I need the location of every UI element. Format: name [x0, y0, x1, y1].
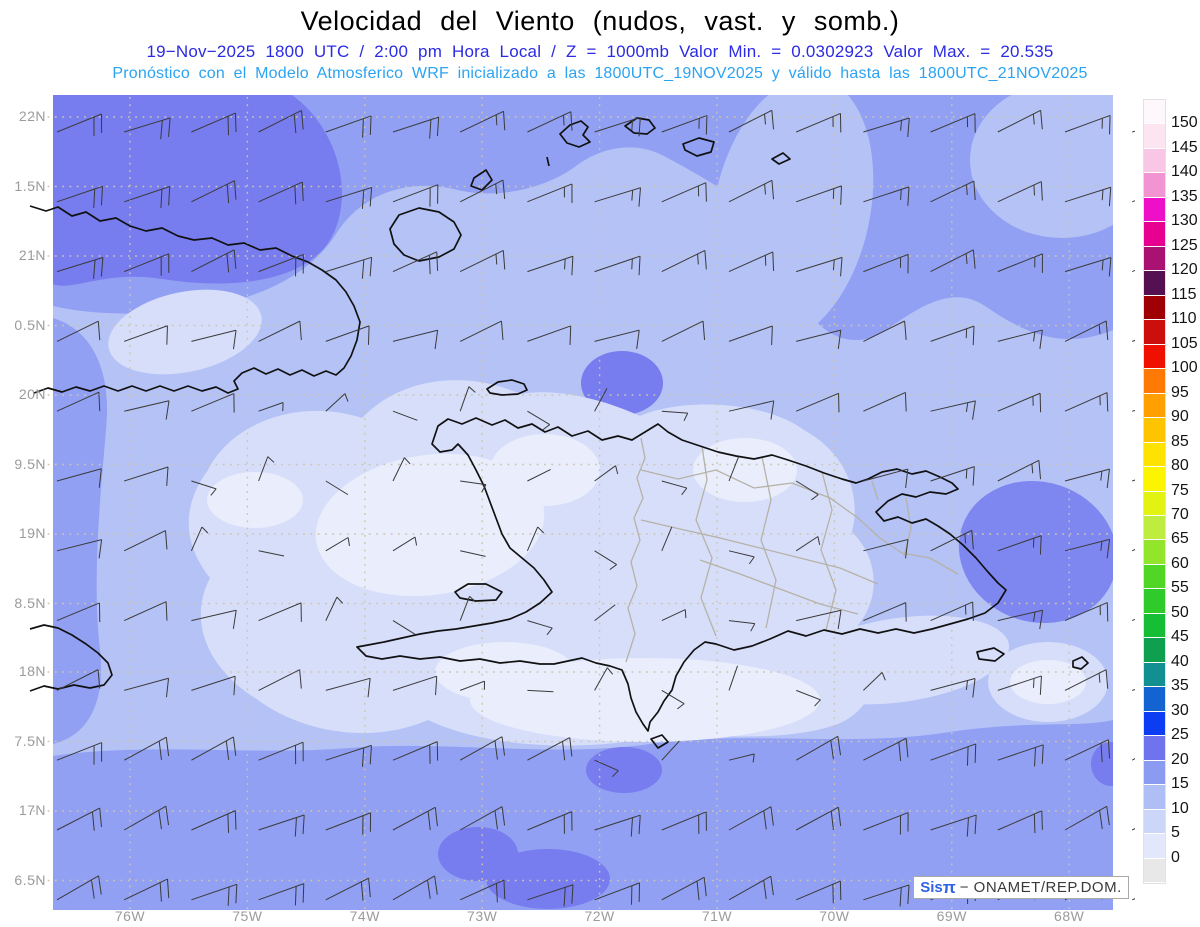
colorbar-cell — [1144, 736, 1165, 760]
subtitle-model: Pronóstico con el Modelo Atmosferico WRF… — [112, 65, 1088, 82]
lon-tick-label: 69W — [936, 908, 967, 924]
lon-tick-label: 73W — [467, 908, 498, 924]
colorbar-cell — [1144, 295, 1165, 320]
lat-tick-label: 22N — [18, 108, 46, 124]
colorbar-tick-label: 105 — [1171, 334, 1198, 352]
colorbar-cell — [1144, 418, 1165, 442]
colorbar-cell — [1144, 809, 1165, 834]
lat-tick-label: 18N — [18, 663, 46, 679]
colorbar-cell — [1144, 613, 1165, 638]
coastline-layer — [29, 117, 1089, 749]
lon-tick-label: 76W — [114, 908, 146, 924]
colorbar-cell — [1144, 222, 1165, 246]
watermark-box: Sis π − ONAMET/REP.DOM. — [913, 876, 1129, 899]
colorbar-cell — [1144, 320, 1165, 344]
lat-tick-label: 17N — [18, 802, 46, 818]
colorbar-cell — [1144, 589, 1165, 613]
colorbar-tick-label: 30 — [1171, 701, 1189, 719]
colorbar-cell — [1144, 271, 1165, 295]
colorbar-tick-label: 130 — [1171, 212, 1198, 230]
colorbar-tick-label: 110 — [1171, 310, 1197, 328]
lon-tick-label: 71W — [701, 908, 733, 924]
shading-layer — [53, 95, 1113, 910]
wind-barbs-layer — [56, 109, 1135, 907]
colorbar-cell — [1144, 834, 1165, 858]
lat-tick-label: 9.5N — [14, 455, 46, 472]
colorbar-tick-label: 70 — [1171, 505, 1189, 523]
colorbar-cell — [1144, 515, 1165, 540]
colorbar-cell — [1144, 564, 1165, 589]
colorbar-tick-label: 0 — [1171, 848, 1180, 866]
lat-tick-label: 7.5N — [14, 732, 46, 749]
page-title: Velocidad del Viento (nudos, vast. y som… — [300, 6, 900, 36]
colorbar-tick-label: 90 — [1171, 408, 1189, 426]
colorbar-tick-label: 115 — [1171, 285, 1197, 303]
lat-tick-label: 8.5N — [14, 594, 46, 611]
colorbar-tick-label: 80 — [1171, 457, 1189, 475]
colorbar-cell — [1144, 858, 1165, 882]
colorbar-cell — [1144, 246, 1165, 271]
colorbar-tick-label: 20 — [1171, 750, 1189, 768]
lon-tick-label: 70W — [819, 908, 850, 924]
colorbar-cell — [1144, 638, 1165, 662]
colorbar-tick-label: 100 — [1171, 359, 1198, 377]
colorbar-tick-label: 55 — [1171, 579, 1189, 597]
colorbar-cell — [1144, 393, 1165, 418]
colorbar-cell — [1144, 344, 1165, 369]
watermark-brand: Sis — [920, 879, 943, 896]
colorbar-cell — [1144, 491, 1165, 515]
colorbar-tick-label: 5 — [1171, 824, 1180, 842]
colorbar-cell — [1144, 540, 1165, 564]
colorbar-tick-label: 150 — [1171, 114, 1198, 132]
colorbar-cell — [1144, 467, 1165, 491]
lon-tick-label: 74W — [349, 908, 380, 924]
colorbar-cell — [1144, 148, 1165, 173]
colorbar-tick-label: 135 — [1171, 187, 1198, 205]
lat-tick-label: 19N — [18, 525, 46, 541]
colorbar-cell — [1144, 369, 1165, 393]
wind-speed-colorbar — [1143, 99, 1166, 884]
colorbar-cell — [1144, 124, 1165, 148]
lat-tick-label: 21N — [18, 247, 46, 263]
colorbar-tick-label: 125 — [1171, 236, 1198, 254]
colorbar-cell — [1144, 662, 1165, 687]
colorbar-cell — [1144, 197, 1165, 222]
colorbar-tick-label: 45 — [1171, 628, 1189, 646]
colorbar-cell — [1144, 100, 1165, 124]
colorbar-cell — [1144, 760, 1165, 785]
colorbar-cell — [1144, 785, 1165, 809]
subtitle-validtime: 19−Nov−2025 1800 UTC / 2:00 pm Hora Loca… — [146, 42, 1054, 61]
colorbar-tick-label: 120 — [1171, 261, 1198, 279]
lon-tick-label: 75W — [232, 908, 263, 924]
colorbar-tick-label: 10 — [1171, 799, 1189, 817]
lat-tick-label: 0.5N — [14, 316, 46, 333]
lon-tick-label: 72W — [584, 908, 615, 924]
lat-tick-label: 6.5N — [14, 871, 46, 888]
colorbar-cell — [1144, 442, 1165, 467]
colorbar-cell — [1144, 687, 1165, 711]
colorbar-tick-label: 15 — [1171, 775, 1189, 793]
colorbar-tick-label: 145 — [1171, 138, 1198, 156]
colorbar-tick-label: 35 — [1171, 677, 1189, 695]
colorbar-tick-label: 140 — [1171, 163, 1198, 181]
colorbar-tick-label: 65 — [1171, 530, 1189, 548]
colorbar-tick-label: 60 — [1171, 554, 1189, 572]
watermark-text: − ONAMET/REP.DOM. — [959, 879, 1122, 896]
province-borders-layer — [625, 437, 959, 663]
lat-tick-label: 1.5N — [14, 177, 46, 194]
colorbar-cell — [1144, 173, 1165, 197]
colorbar-tick-label: 50 — [1171, 603, 1189, 621]
colorbar-tick-label: 85 — [1171, 432, 1189, 450]
colorbar-tick-label: 95 — [1171, 383, 1189, 401]
pi-logo-icon: π — [942, 877, 956, 897]
colorbar-tick-label: 40 — [1171, 652, 1189, 670]
colorbar-tick-label: 75 — [1171, 481, 1189, 499]
lat-tick-label: 20N — [18, 386, 46, 402]
colorbar-cell — [1144, 711, 1165, 736]
colorbar-tick-label: 25 — [1171, 726, 1189, 744]
lon-tick-label: 68W — [1054, 908, 1085, 924]
